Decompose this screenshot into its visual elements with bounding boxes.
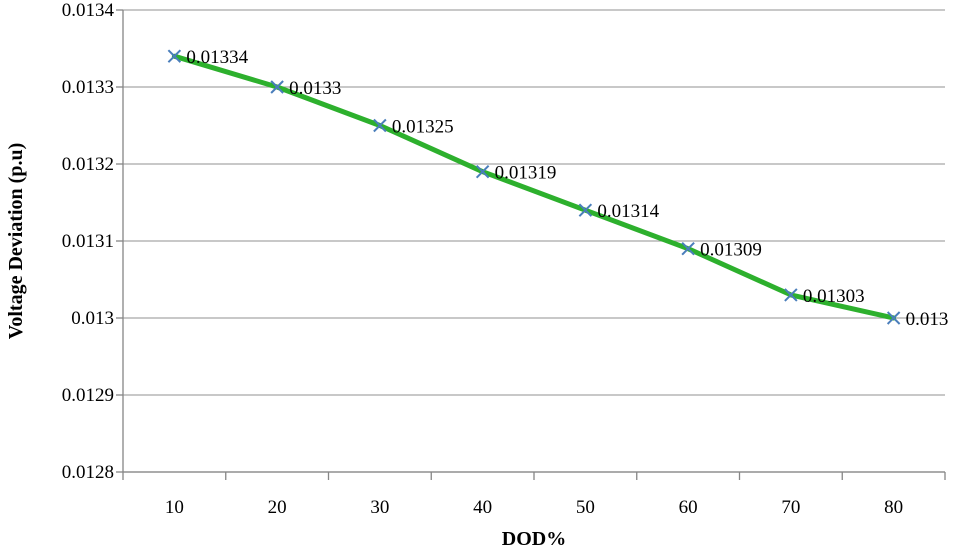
y-tick-label: 0.0129 — [62, 385, 114, 406]
marker-stroke — [886, 311, 901, 325]
data-label: 0.01309 — [700, 240, 762, 261]
y-tick-label: 0.0133 — [62, 77, 114, 98]
y-axis-title: Voltage Deviation (p.u) — [5, 143, 27, 339]
marker-stroke — [270, 80, 284, 94]
data-point-marker — [886, 311, 901, 325]
data-point-marker — [578, 203, 593, 217]
x-tick-label: 50 — [576, 497, 595, 518]
y-tick-label: 0.0131 — [62, 231, 114, 252]
y-tick-label: 0.013 — [71, 308, 114, 329]
x-tick-label: 10 — [165, 497, 184, 518]
y-tick-label: 0.0132 — [62, 154, 114, 175]
data-label: 0.0133 — [289, 78, 341, 99]
marker-stroke — [578, 203, 593, 217]
data-point-marker — [373, 118, 387, 133]
gridlines — [123, 9, 945, 473]
x-tick-label: 30 — [370, 497, 389, 518]
series — [167, 49, 901, 325]
x-tick-label: 70 — [781, 497, 800, 518]
data-point-marker — [475, 164, 490, 179]
y-tick-label: 0.0134 — [62, 0, 115, 21]
x-axis-title: DOD% — [502, 528, 566, 549]
x-tick-label: 80 — [884, 497, 903, 518]
x-tick-label: 20 — [268, 497, 287, 518]
series-line — [171, 53, 897, 321]
marker-stroke — [167, 49, 182, 63]
marker-stroke — [784, 288, 798, 302]
marker-stroke — [373, 118, 387, 133]
data-label: 0.01314 — [597, 201, 659, 222]
marker-stroke — [475, 164, 490, 179]
x-tick-label: 60 — [679, 497, 698, 518]
data-label: 0.01319 — [495, 163, 557, 184]
data-label: 0.01303 — [803, 286, 865, 307]
data-label: 0.013 — [906, 309, 949, 330]
data-point-marker — [167, 49, 182, 63]
axes: 0.0128 0.0129 0.013 0.0131 0.0132 0.0133 0.013… — [62, 0, 946, 518]
data-point-marker — [270, 80, 284, 94]
data-point-marker — [681, 241, 695, 256]
marker-stroke — [681, 241, 695, 256]
data-label: 0.01325 — [392, 117, 454, 138]
labels: 0.013340.01330.013250.013190.013140.0130… — [186, 47, 948, 330]
data-point-marker — [784, 288, 798, 302]
x-tick-label: 40 — [473, 497, 492, 518]
y-tick-label: 0.0128 — [62, 462, 114, 483]
data-label: 0.01334 — [186, 47, 248, 68]
